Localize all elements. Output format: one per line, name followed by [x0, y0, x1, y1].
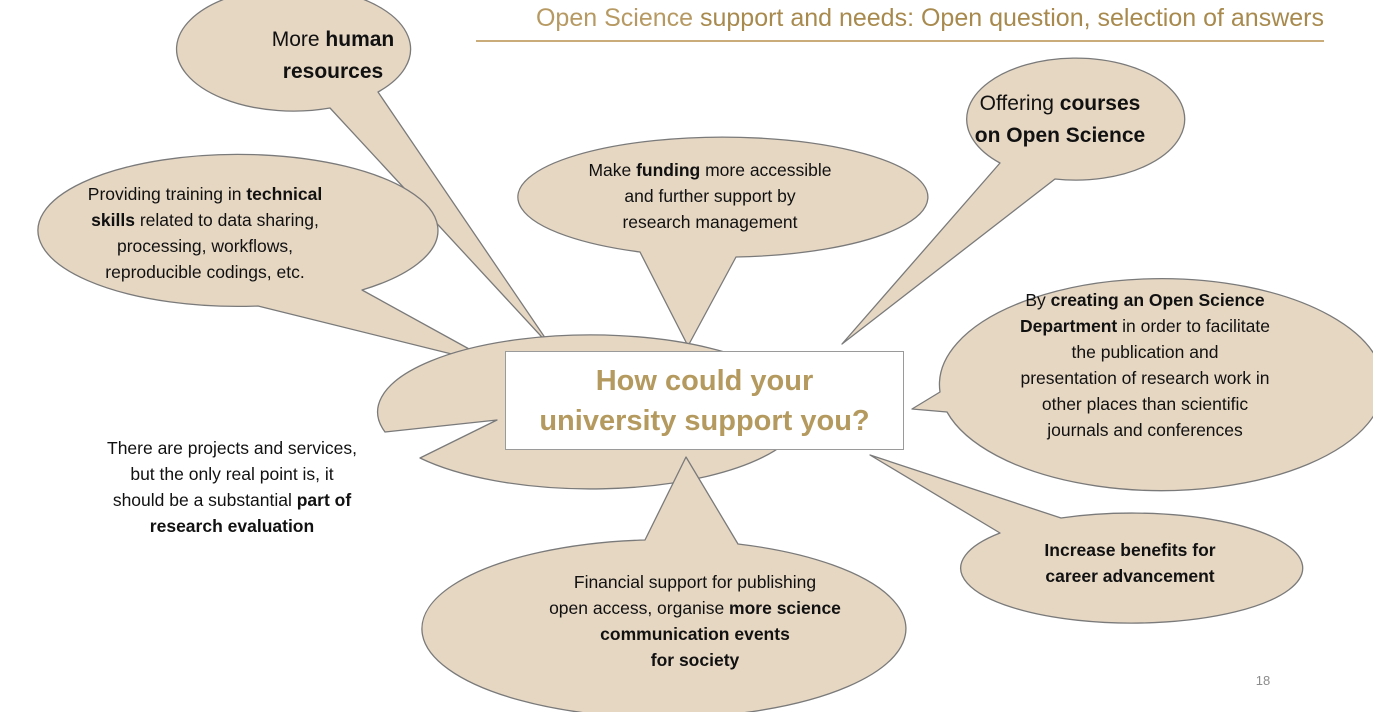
text-funding: Make funding more accessible and further… [588, 160, 832, 232]
text-training: Providing training in technical skills r… [87, 184, 323, 282]
bubble-benefits [869, 454, 1304, 624]
slide-title-bar: Open Science support and needs: Open que… [476, 4, 1324, 42]
bubble-financial [421, 456, 907, 712]
text-financial: Financial support for publishing open ac… [549, 572, 841, 670]
title-part-1: Open Science [535, 4, 694, 32]
bubble-training [37, 153, 501, 367]
slide-title: Open Science support and needs: Open que… [476, 4, 1324, 33]
bubble-courses [841, 57, 1186, 345]
bubble-department [911, 277, 1373, 492]
text-courses: Offering courses on Open Science [974, 92, 1146, 147]
text-benefits: Increase benefits for career advancement [1044, 540, 1216, 586]
bubble-human-resources [175, 0, 553, 349]
page-number: 18 [1255, 673, 1271, 688]
text-human-resources: More human resources [271, 28, 395, 83]
bubble-funding [517, 136, 929, 347]
text-evaluation: There are projects and services, but the… [107, 438, 357, 536]
title-part-2: support and needs: Open question, select… [699, 4, 1324, 32]
text-department: By creating an Open Science Department i… [1020, 290, 1270, 440]
central-question: How could your university support you? [539, 364, 870, 437]
central-question-box: How could your university support you? [505, 351, 904, 450]
